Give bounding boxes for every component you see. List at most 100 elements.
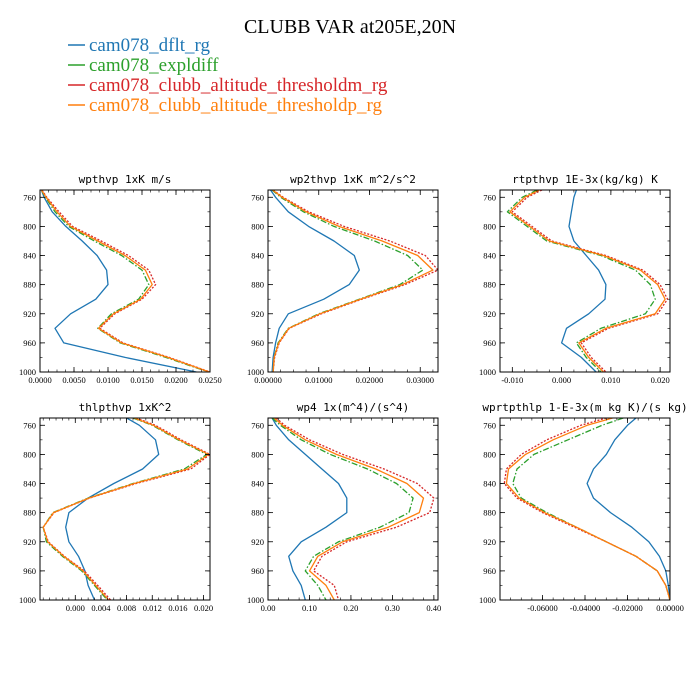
series-group <box>42 418 210 600</box>
legend-label: cam078_expldiff <box>89 55 219 76</box>
series-group <box>269 190 438 372</box>
x-tick-label: 0.0200 <box>164 375 187 385</box>
legend: cam078_dflt_rgcam078_expldiffcam078_club… <box>68 35 388 116</box>
figure-title: CLUBB VAR at205E,20N <box>244 16 456 38</box>
x-tick-label: 0.30 <box>385 603 400 613</box>
series-line <box>275 418 435 600</box>
plot-frame <box>39 189 211 373</box>
x-tick-label: 0.20 <box>343 603 358 613</box>
y-tick-label: 920 <box>483 537 496 547</box>
series-line <box>41 190 210 372</box>
y-tick-label: 1000 <box>247 595 264 605</box>
y-tick-label: 840 <box>251 251 264 261</box>
x-tick-label: -0.04000 <box>570 603 600 613</box>
y-tick-label: 880 <box>23 280 36 290</box>
y-tick-label: 920 <box>251 309 264 319</box>
series-group <box>506 190 669 372</box>
legend-label: cam078_clubb_altitude_thresholdp_rg <box>89 95 383 116</box>
series-line <box>506 190 656 372</box>
panel-title: rtpthvp 1E-3x(kg/kg) K <box>512 173 658 186</box>
x-tick-label: 0.0250 <box>198 375 221 385</box>
panels: wpthvp 1xK m/s76080084088092096010000.00… <box>19 173 688 613</box>
y-tick-label: 760 <box>483 192 496 202</box>
x-tick-label: 0.0000 <box>28 375 51 385</box>
y-tick-label: 880 <box>483 280 496 290</box>
y-tick-label: 880 <box>251 508 264 518</box>
x-tick-label: 0.10 <box>302 603 317 613</box>
series-line <box>511 190 669 372</box>
series-line <box>509 190 666 372</box>
series-line <box>271 190 424 372</box>
series-line <box>40 190 197 372</box>
series-line <box>40 190 209 372</box>
y-tick-label: 920 <box>23 537 36 547</box>
x-tick-label: 0.004 <box>91 603 111 613</box>
series-line <box>271 418 348 600</box>
x-tick-label: 0.012 <box>143 603 162 613</box>
y-tick-label: 1000 <box>247 367 264 377</box>
y-tick-label: 800 <box>483 221 496 231</box>
series-line <box>42 418 210 600</box>
chart-panel: rtpthvp 1E-3x(kg/kg) K 760 800 840 880 920 960… <box>479 173 671 385</box>
x-tick-label: 0.00000 <box>656 603 684 613</box>
y-tick-label: 960 <box>483 566 496 576</box>
x-tick-label: -0.010 <box>501 375 523 385</box>
plot-frame <box>267 417 439 601</box>
series-line <box>40 190 210 372</box>
panel-title: thlpthvp 1xK^2 <box>79 401 172 414</box>
y-tick-label: 960 <box>483 338 496 348</box>
series-line <box>273 418 425 600</box>
y-tick-label: 760 <box>251 192 264 202</box>
x-tick-label: 0.00 <box>261 603 276 613</box>
series-line <box>505 418 670 600</box>
legend-label: cam078_dflt_rg <box>89 35 211 56</box>
y-tick-label: 800 <box>23 221 36 231</box>
y-tick-label: 840 <box>251 479 264 489</box>
chart-panel: thlpthvp 1xK^2 760 800 840 880 920 960 1000 0.00… <box>19 401 213 613</box>
plot-frame <box>39 417 211 601</box>
series-line <box>42 418 210 600</box>
panel-title: wp2thvp 1xK m^2/s^2 <box>290 173 416 186</box>
series-line <box>269 190 360 372</box>
x-tick-label: 0.008 <box>117 603 136 613</box>
y-tick-label: 880 <box>23 508 36 518</box>
y-tick-label: 800 <box>23 449 36 459</box>
plot-frame <box>267 189 439 373</box>
series-group <box>271 418 435 600</box>
series-line <box>42 418 208 600</box>
x-tick-label: 0.03000 <box>406 375 434 385</box>
legend-label: cam078_clubb_altitude_thresholdm_rg <box>89 75 388 96</box>
y-tick-label: 920 <box>23 309 36 319</box>
x-tick-label: 0.01000 <box>305 375 333 385</box>
x-tick-label: 0.000 <box>66 603 85 613</box>
chart-panel: wp4 1x(m^4)/(s^4)76080084088092096010000… <box>247 401 441 613</box>
y-tick-label: 960 <box>23 566 36 576</box>
panel-title: wp4 1x(m^4)/(s^4) <box>297 401 410 414</box>
x-tick-label: 0.0100 <box>96 375 119 385</box>
x-tick-label: 0.000 <box>552 375 571 385</box>
x-tick-label: -0.06000 <box>527 603 557 613</box>
y-tick-label: 840 <box>483 251 496 261</box>
y-tick-label: 1000 <box>19 367 36 377</box>
y-tick-label: 960 <box>251 566 264 576</box>
series-line <box>586 418 670 600</box>
series-line <box>272 190 434 372</box>
series-line <box>272 190 438 372</box>
x-tick-label: 0.00000 <box>254 375 282 385</box>
y-tick-label: 760 <box>23 420 36 430</box>
y-tick-label: 760 <box>23 192 36 202</box>
series-line <box>503 418 670 600</box>
x-tick-label: 0.40 <box>426 603 441 613</box>
y-tick-label: 960 <box>23 338 36 348</box>
y-tick-label: 760 <box>251 420 264 430</box>
y-tick-label: 880 <box>251 280 264 290</box>
chart-panel: wpthvp 1xK m/s76080084088092096010000.00… <box>19 173 222 385</box>
panel-title: wpthvp 1xK m/s <box>79 173 172 186</box>
x-tick-label: 0.010 <box>601 375 620 385</box>
x-tick-label: -0.02000 <box>612 603 642 613</box>
y-tick-label: 1000 <box>19 595 36 605</box>
x-tick-label: 0.020 <box>194 603 213 613</box>
y-tick-label: 840 <box>23 479 36 489</box>
x-tick-label: 0.016 <box>168 603 187 613</box>
